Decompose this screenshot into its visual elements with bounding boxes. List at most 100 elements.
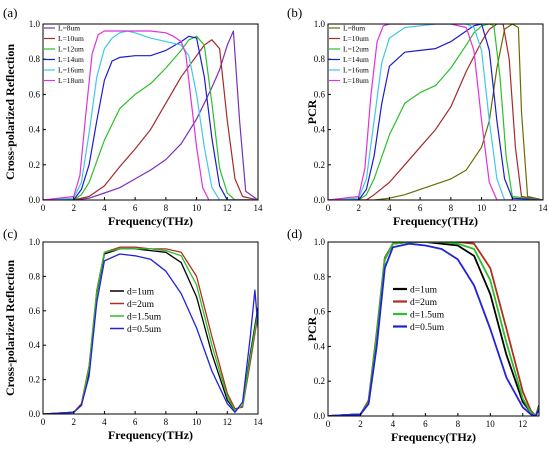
x-tick-label: 0 <box>41 203 46 213</box>
series-group <box>328 242 539 416</box>
x-tick-label: 6 <box>133 203 138 213</box>
legend-label: d=1.5um <box>410 310 445 320</box>
legend-label: d=2um <box>127 300 155 310</box>
y-tick-label: 0.8 <box>29 271 41 281</box>
series-line <box>328 24 543 200</box>
series-line <box>43 35 258 200</box>
x-tick-label: 14 <box>254 417 264 427</box>
series-line <box>328 242 539 416</box>
plot-frame <box>42 241 259 415</box>
y-tick-label: 0.0 <box>314 195 326 205</box>
x-tick-label: 2 <box>71 203 76 213</box>
x-tick-label: 12 <box>508 203 517 213</box>
legend-label: L=12um <box>58 45 84 54</box>
y-tick-label: 1.0 <box>314 19 326 29</box>
series-line <box>328 24 543 200</box>
legend-label: L=18um <box>343 76 369 85</box>
legend-label: L=16um <box>58 66 84 75</box>
chart-panel-1: (a) 0 2 4 6 8 10 12 14 0.0 0.2 0.4 0.6 0.8 1.0 Frequenc… <box>3 5 263 228</box>
series-line <box>43 35 258 200</box>
legend: d=1um d=2um d=1.5um d=0.5um <box>110 287 162 335</box>
x-tick-label: 6 <box>418 203 423 213</box>
legend-label: L=8um <box>58 24 80 33</box>
y-axis-label: Cross-polarized Reflection <box>3 260 17 396</box>
chart-panel-4: (d) 0 2 4 6 8 10 12 0.0 0.2 0.4 0.6 0.8 1.0 Frequency(… <box>287 226 540 444</box>
y-tick-label: 0.6 <box>29 89 41 99</box>
series-group <box>43 30 258 200</box>
y-axis-label: PCR <box>305 99 319 124</box>
plot-frame <box>42 23 259 201</box>
panel-label: (a) <box>3 5 17 20</box>
x-tick-label: 10 <box>477 203 487 213</box>
y-tick-label: 0.8 <box>29 54 41 64</box>
x-tick-label: 4 <box>102 417 107 427</box>
y-tick-label: 0.0 <box>314 411 326 421</box>
x-tick-label: 0 <box>41 417 46 427</box>
x-tick-label: 2 <box>356 203 361 213</box>
x-tick-label: 10 <box>192 417 202 427</box>
series-line <box>43 30 258 200</box>
x-tick-label: 2 <box>71 417 76 427</box>
panel-label: (b) <box>287 5 302 20</box>
plot-frame <box>327 23 544 201</box>
y-tick-label: 1.0 <box>314 237 326 247</box>
y-tick-label: 0.0 <box>29 195 41 205</box>
panel-label: (c) <box>3 226 17 241</box>
legend-label: L=12um <box>343 45 369 54</box>
x-tick-label: 6 <box>133 417 138 427</box>
y-tick-label: 0.2 <box>29 375 40 385</box>
chart-panel-3: (c) 0 2 4 6 8 10 12 14 0.0 0.2 0.4 0.6 0.8 1.0 Frequenc… <box>3 226 263 442</box>
x-tick-label: 2 <box>358 419 363 429</box>
series-group <box>43 246 258 414</box>
y-tick-label: 0.4 <box>314 341 326 351</box>
series-line <box>43 39 258 200</box>
series-line <box>43 30 258 200</box>
legend-label: d=1.5um <box>127 312 162 322</box>
series-line <box>328 24 543 200</box>
x-tick-label: 12 <box>223 203 232 213</box>
legend-label: L=10um <box>58 34 84 43</box>
x-tick-label: 0 <box>326 203 331 213</box>
series-line <box>328 24 543 200</box>
legend: d=1um d=2um d=1.5um d=0.5um <box>393 285 445 333</box>
y-tick-label: 0.6 <box>314 307 326 317</box>
y-tick-label: 0.2 <box>314 376 325 386</box>
series-line <box>43 253 258 414</box>
x-tick-label: 4 <box>387 203 392 213</box>
x-tick-label: 8 <box>456 419 461 429</box>
legend-label: L=14um <box>343 55 369 64</box>
x-tick-label: 8 <box>449 203 454 213</box>
y-axis-label: Cross-polarized Reflection <box>3 44 17 180</box>
legend-label: L=8um <box>343 24 365 33</box>
x-tick-label: 0 <box>326 419 331 429</box>
x-tick-label: 12 <box>518 419 527 429</box>
legend-label: d=1um <box>127 287 155 297</box>
legend-label: L=18um <box>58 76 84 85</box>
series-group <box>328 24 543 200</box>
x-tick-label: 14 <box>539 203 549 213</box>
y-tick-label: 0.4 <box>314 125 326 135</box>
y-tick-label: 0.2 <box>29 160 40 170</box>
x-axis-label: Frequency(THz) <box>391 430 476 444</box>
x-axis-label: Frequency(THz) <box>393 214 478 228</box>
panel-label: (d) <box>287 226 302 241</box>
x-tick-label: 8 <box>164 417 169 427</box>
y-tick-label: 0.2 <box>314 160 325 170</box>
x-tick-label: 4 <box>102 203 107 213</box>
legend-label: d=2um <box>410 298 438 308</box>
y-tick-label: 0.6 <box>29 306 41 316</box>
y-tick-label: 1.0 <box>29 237 41 247</box>
series-line <box>43 30 258 200</box>
x-tick-label: 4 <box>391 419 396 429</box>
legend-label: d=1um <box>410 285 438 295</box>
x-tick-label: 10 <box>192 203 202 213</box>
x-axis-label: Frequency(THz) <box>108 428 193 442</box>
y-tick-label: 0.8 <box>314 54 326 64</box>
legend-label: L=10um <box>343 34 369 43</box>
legend-label: d=0.5um <box>127 325 162 335</box>
y-tick-label: 0.4 <box>29 340 41 350</box>
y-tick-label: 0.8 <box>314 272 326 282</box>
